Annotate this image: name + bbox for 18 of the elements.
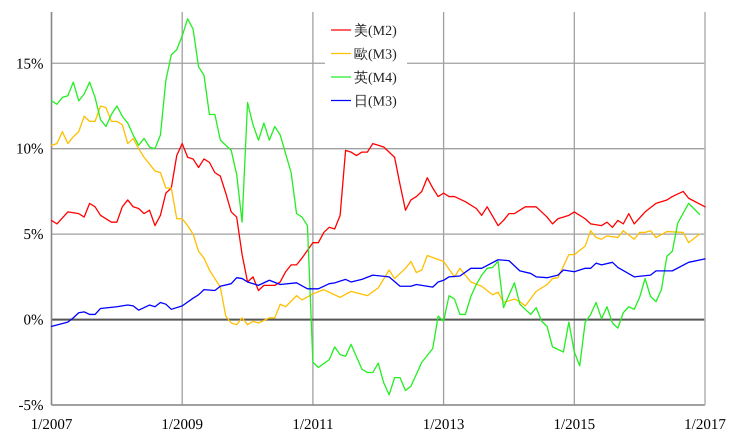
line-series <box>50 18 700 396</box>
x-tick-label: 1/2007 <box>30 417 73 430</box>
x-tick-label: 1/2015 <box>553 417 596 430</box>
line-series <box>50 142 706 292</box>
y-tick-label: 15% <box>16 56 44 72</box>
y-tick-label: 0% <box>24 312 44 329</box>
legend-label: 歐(M3) <box>354 48 398 62</box>
x-tick-label: 1/2013 <box>422 417 464 430</box>
x-tick-label: 1/2009 <box>161 417 204 430</box>
line-series <box>50 258 706 328</box>
legend-label: 美(M2) <box>354 23 398 39</box>
y-tick-label: 10% <box>16 142 44 158</box>
y-tick-label: -5% <box>18 398 44 414</box>
y-tick-label: 5% <box>24 227 44 244</box>
legend-label: 日(M3) <box>354 94 398 110</box>
x-tick-label: 1/2017 <box>684 417 726 430</box>
legend-label: 英(M4) <box>354 70 398 86</box>
x-tick-label: 1/2011 <box>292 417 334 430</box>
